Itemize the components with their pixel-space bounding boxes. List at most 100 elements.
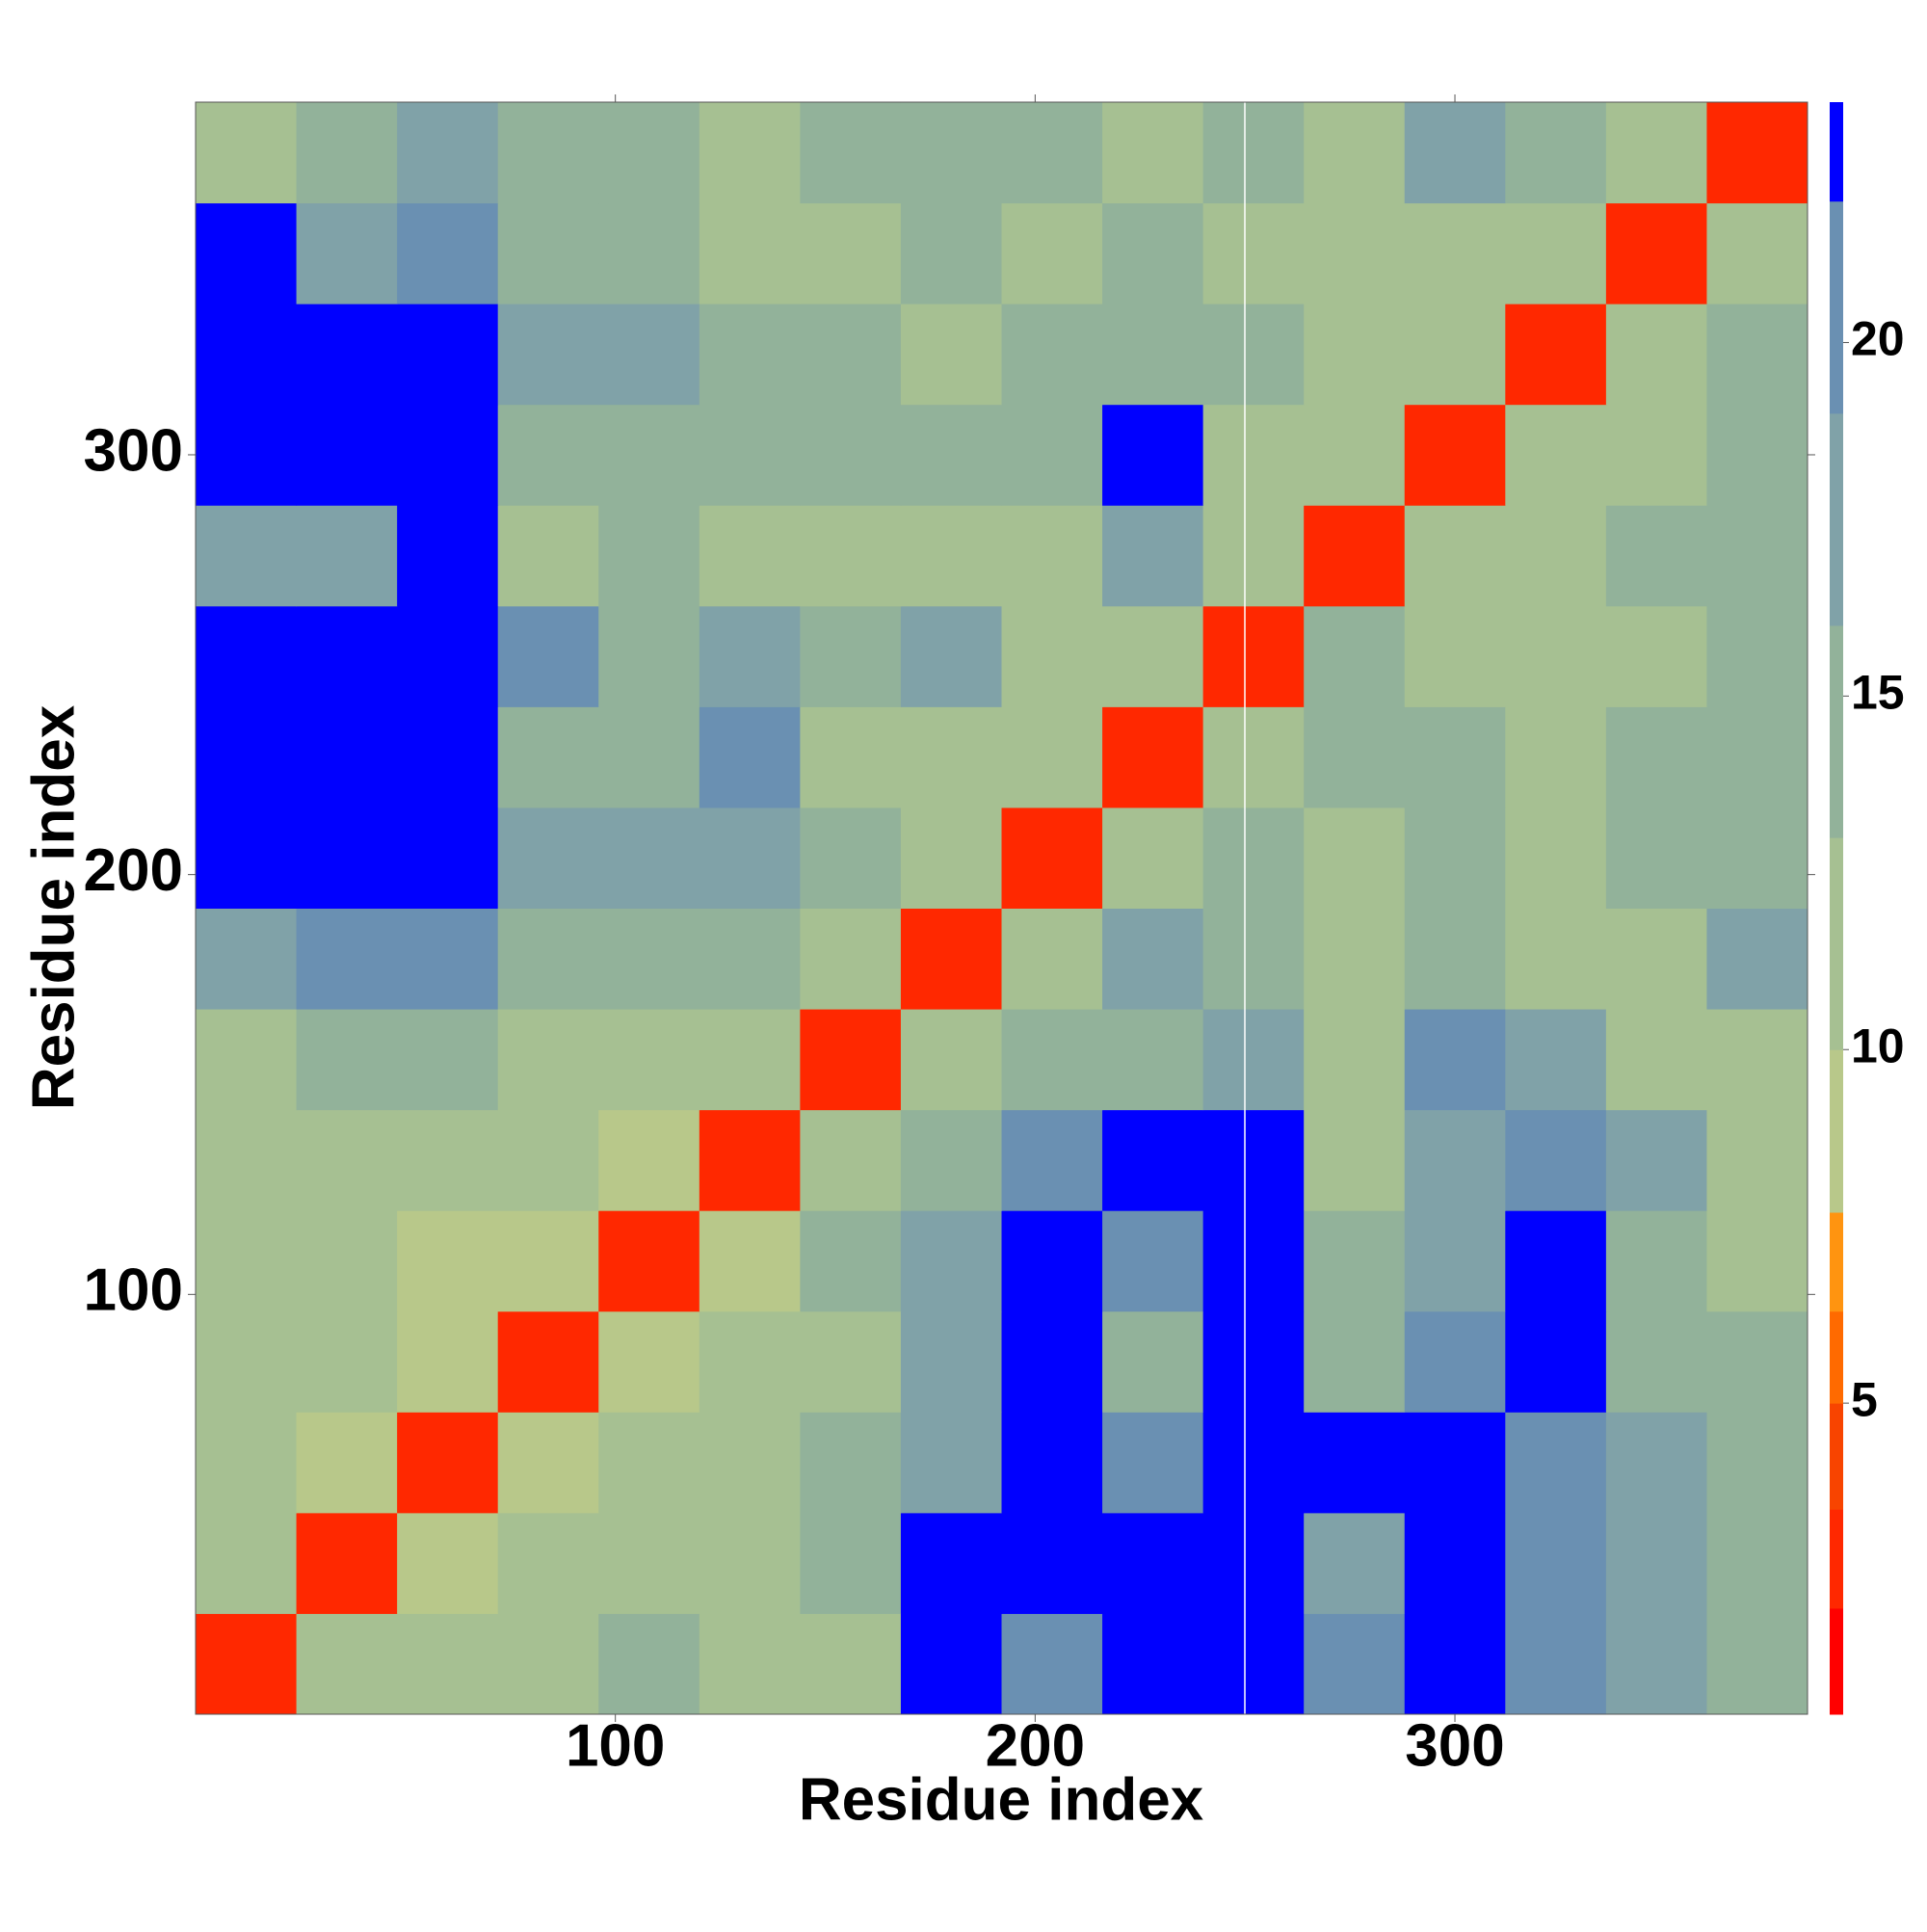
heatmap-cell xyxy=(1102,1210,1204,1312)
heatmap-cell xyxy=(900,202,1002,304)
heatmap-cell xyxy=(1001,202,1103,304)
heatmap-cell xyxy=(1202,1512,1305,1614)
heatmap-cell xyxy=(1304,505,1406,607)
heatmap-cell xyxy=(900,1512,1002,1614)
x-tick-label: 300 xyxy=(1405,1712,1504,1779)
heatmap-cell xyxy=(1102,1412,1204,1514)
heatmap-cell xyxy=(296,1310,398,1413)
heatmap-cell xyxy=(800,1512,902,1614)
heatmap-cell xyxy=(296,605,398,707)
heatmap-cell xyxy=(1304,1210,1406,1312)
heatmap-cell xyxy=(397,1512,499,1614)
heatmap-cell xyxy=(196,1009,298,1111)
colorbar-band xyxy=(1830,1212,1843,1312)
colorbar-band xyxy=(1830,102,1843,202)
heatmap-cell xyxy=(1706,605,1808,707)
heatmap-cell xyxy=(699,102,801,204)
heatmap-cell xyxy=(800,1009,902,1111)
heatmap-cell xyxy=(1304,1412,1406,1514)
x-tick-label: 100 xyxy=(566,1712,665,1779)
heatmap-cell xyxy=(196,1512,298,1614)
heatmap-cell xyxy=(296,706,398,808)
colorbar-band xyxy=(1830,1049,1843,1213)
heatmap-cell xyxy=(598,706,700,808)
heatmap-cell xyxy=(397,605,499,707)
heatmap-cell xyxy=(900,102,1002,204)
heatmap-cell xyxy=(1505,1109,1607,1211)
heatmap-cell xyxy=(1505,202,1607,304)
heatmap-cell xyxy=(699,404,801,506)
heatmap-cell xyxy=(296,1009,398,1111)
heatmap-cell xyxy=(699,202,801,304)
heatmap-cell xyxy=(1102,1009,1204,1111)
heatmap-cell xyxy=(497,102,599,204)
heatmap-cell xyxy=(1202,1009,1305,1111)
heatmap-cell xyxy=(397,202,499,304)
heatmap-cell xyxy=(296,202,398,304)
heatmap-cell xyxy=(1605,1210,1707,1312)
heatmap-cell xyxy=(1001,1412,1103,1514)
heatmap-cell xyxy=(196,202,298,304)
heatmap-cell xyxy=(800,605,902,707)
heatmap-cell xyxy=(1505,605,1607,707)
heatmap-cell xyxy=(397,1009,499,1111)
heatmap-cell xyxy=(296,505,398,607)
heatmap-cell xyxy=(397,1412,499,1514)
heatmap-cell xyxy=(497,807,599,909)
heatmap-cell xyxy=(196,1412,298,1514)
heatmap-cell xyxy=(1304,1009,1406,1111)
heatmap-cell xyxy=(699,304,801,406)
heatmap-cell xyxy=(196,908,298,1010)
heatmap-cell xyxy=(1001,1109,1103,1211)
heatmap-cell xyxy=(1706,706,1808,808)
heatmap-cell xyxy=(1605,505,1707,607)
heatmap-cell xyxy=(397,404,499,506)
heatmap-cell xyxy=(196,605,298,707)
heatmap-cell xyxy=(1001,304,1103,406)
heatmap-cell xyxy=(196,1613,298,1715)
heatmap-cell xyxy=(1706,505,1808,607)
heatmap-cell xyxy=(296,1613,398,1715)
heatmap-cell xyxy=(196,1109,298,1211)
heatmap-cell xyxy=(1706,1412,1808,1514)
heatmap-cell xyxy=(1605,605,1707,707)
heatmap-cell xyxy=(497,1613,599,1715)
heatmap-cell xyxy=(1001,706,1103,808)
colorbar-band xyxy=(1830,200,1843,414)
heatmap-cell xyxy=(1706,404,1808,506)
heatmap-cell xyxy=(1706,102,1808,204)
heatmap-cell xyxy=(1404,505,1506,607)
heatmap-cell xyxy=(1304,605,1406,707)
heatmap-cell xyxy=(1102,1310,1204,1413)
heatmap-cell xyxy=(497,706,599,808)
heatmap-cell xyxy=(1706,908,1808,1010)
heatmap-cell xyxy=(900,605,1002,707)
colorbar-tick-label: 20 xyxy=(1851,312,1905,366)
heatmap-cell xyxy=(1304,1310,1406,1413)
colorbar-tick-label: 5 xyxy=(1851,1372,1878,1426)
heatmap-cell xyxy=(1605,807,1707,909)
heatmap-cell xyxy=(1404,404,1506,506)
heatmap-cell xyxy=(1706,1613,1808,1715)
heatmap-cell xyxy=(598,1310,700,1413)
heatmap-cell xyxy=(1304,1512,1406,1614)
heatmap-cell xyxy=(1404,1512,1506,1614)
heatmap-cell xyxy=(1304,807,1406,909)
colorbar-band xyxy=(1830,837,1843,1050)
heatmap-cell xyxy=(1001,1512,1103,1614)
heatmap-cell xyxy=(800,908,902,1010)
heatmap-cell xyxy=(1102,605,1204,707)
heatmap-cell xyxy=(1202,1310,1305,1413)
heatmap-cell xyxy=(800,1412,902,1514)
heatmap-cell xyxy=(1001,404,1103,506)
heatmap-cell xyxy=(598,1210,700,1312)
heatmap-cell xyxy=(1102,505,1204,607)
x-axis-title: Residue index xyxy=(799,1766,1204,1833)
heatmap-cell xyxy=(196,807,298,909)
heatmap-cell xyxy=(397,908,499,1010)
heatmap-cell xyxy=(1605,202,1707,304)
heatmap-cell xyxy=(699,706,801,808)
heatmap-cell xyxy=(1605,1310,1707,1413)
heatmap-cell xyxy=(296,1109,398,1211)
